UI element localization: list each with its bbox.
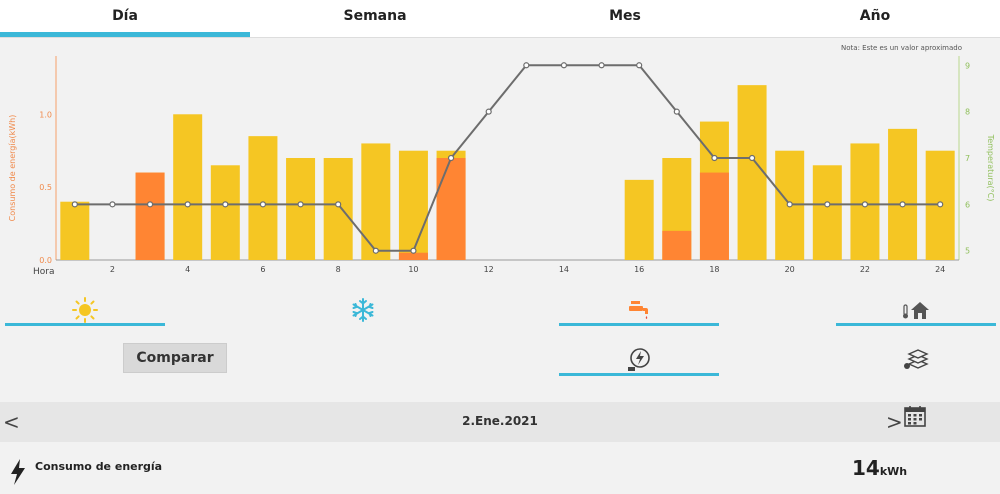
energy-total: 14kWh <box>852 456 907 480</box>
tab-ano[interactable]: Año <box>859 8 891 24</box>
mode-house-button[interactable] <box>836 294 996 326</box>
temperature-point <box>937 201 944 208</box>
temperature-point <box>560 62 568 69</box>
temperature-point <box>447 154 455 162</box>
y-tick-label: 0.0 <box>39 256 52 265</box>
next-day-button[interactable]: > <box>886 410 903 434</box>
temperature-point <box>636 62 643 69</box>
bar-total <box>210 165 240 260</box>
temperature-point <box>222 201 229 208</box>
bar-total <box>624 179 654 260</box>
bar-segment <box>699 172 729 260</box>
y2-tick-label: 5 <box>965 247 970 256</box>
current-date: 2.Ene.2021 <box>462 414 538 428</box>
calendar-icon[interactable] <box>904 405 926 427</box>
y-tick-label: 0.5 <box>39 183 52 192</box>
y-tick-label: 1.0 <box>39 110 52 119</box>
energy-summary: Consumo de energía 14kWh <box>0 444 1000 494</box>
temperature-point <box>146 201 154 208</box>
mode-layers-button[interactable] <box>836 344 996 376</box>
x-tick-label: 18 <box>709 265 719 274</box>
x-tick-label: 14 <box>559 265 569 274</box>
x-tick-label: 8 <box>336 265 341 274</box>
x-tick-label: 4 <box>185 265 190 274</box>
y2-tick-label: 9 <box>965 61 970 70</box>
temperature-point <box>259 201 267 208</box>
temperature-point <box>410 247 417 254</box>
y2-tick-label: 8 <box>965 108 970 117</box>
x-tick-label: 12 <box>484 265 494 274</box>
x-axis-label: Hora <box>33 267 55 277</box>
bar-total <box>398 150 428 260</box>
temperature-point <box>899 201 906 208</box>
temperature-point <box>598 62 605 69</box>
date-navigator: < 2.Ene.2021 > <box>0 402 1000 442</box>
x-tick-label: 10 <box>408 265 418 274</box>
energy-unit: kWh <box>879 465 908 478</box>
x-tick-label: 6 <box>260 265 265 274</box>
x-tick-label: 22 <box>860 265 870 274</box>
x-tick-label: 24 <box>935 265 945 274</box>
bar-total <box>248 136 278 260</box>
tab-dia[interactable]: Día <box>0 0 250 37</box>
bar-total <box>888 128 918 260</box>
tab-semana[interactable]: Semana <box>343 8 407 24</box>
approx-note: Nota: Este es un valor aproximado <box>841 44 962 52</box>
compare-button[interactable]: Comparar <box>123 343 227 373</box>
y2-tick-label: 6 <box>965 200 970 209</box>
energy-label: Consumo de energía <box>35 460 163 473</box>
temperature-point <box>748 154 756 162</box>
temperature-line <box>74 64 941 252</box>
temperature-point <box>184 201 191 208</box>
y-axis-label: Consumo de energía(kWh) <box>8 115 17 222</box>
bar-total <box>737 85 767 260</box>
snowflake-icon <box>352 298 374 322</box>
mode-power-button[interactable] <box>559 344 719 376</box>
y2-axis-label: Temperatura(°C) <box>986 134 995 202</box>
y2-tick-label: 7 <box>965 154 970 163</box>
mode-faucet-button[interactable] <box>559 294 719 326</box>
bar-total <box>286 158 316 260</box>
bar-segment <box>436 158 466 260</box>
temperature-point <box>335 201 342 208</box>
energy-value: 14 <box>852 456 880 480</box>
temperature-point <box>786 201 793 208</box>
temperature-point <box>523 62 530 69</box>
x-tick-label: 2 <box>110 265 115 274</box>
temperature-point <box>485 108 492 115</box>
temperature-point <box>372 247 379 254</box>
temperature-point <box>673 108 680 115</box>
bar-segment <box>398 252 428 260</box>
bar-total <box>173 114 203 261</box>
mode-selector <box>0 292 1000 392</box>
sun-icon <box>72 297 98 323</box>
temperature-point <box>711 154 718 162</box>
bar-total <box>60 201 90 260</box>
bar-segment <box>662 230 692 260</box>
temperature-point <box>109 201 116 208</box>
period-tabs: Día Semana Mes Año <box>0 0 1000 38</box>
house-temperature-icon <box>903 302 929 319</box>
prev-day-button[interactable]: < <box>3 410 20 434</box>
mode-snow-button[interactable] <box>283 294 443 326</box>
x-tick-label: 16 <box>634 265 644 274</box>
temperature-point <box>861 201 869 208</box>
x-tick-label: 20 <box>785 265 795 274</box>
bar-total <box>812 165 842 260</box>
temperature-point <box>297 201 304 208</box>
lightning-icon <box>11 459 25 485</box>
bar-total <box>323 158 353 260</box>
mode-sun-button[interactable] <box>5 294 165 326</box>
layers-icon <box>904 349 929 369</box>
temperature-point <box>824 201 831 208</box>
faucet-icon <box>629 301 648 319</box>
bar-total <box>361 143 391 260</box>
tab-mes[interactable]: Mes <box>609 8 641 24</box>
bar-segment <box>135 172 165 260</box>
power-meter-icon <box>628 348 650 371</box>
temperature-point <box>71 201 78 208</box>
